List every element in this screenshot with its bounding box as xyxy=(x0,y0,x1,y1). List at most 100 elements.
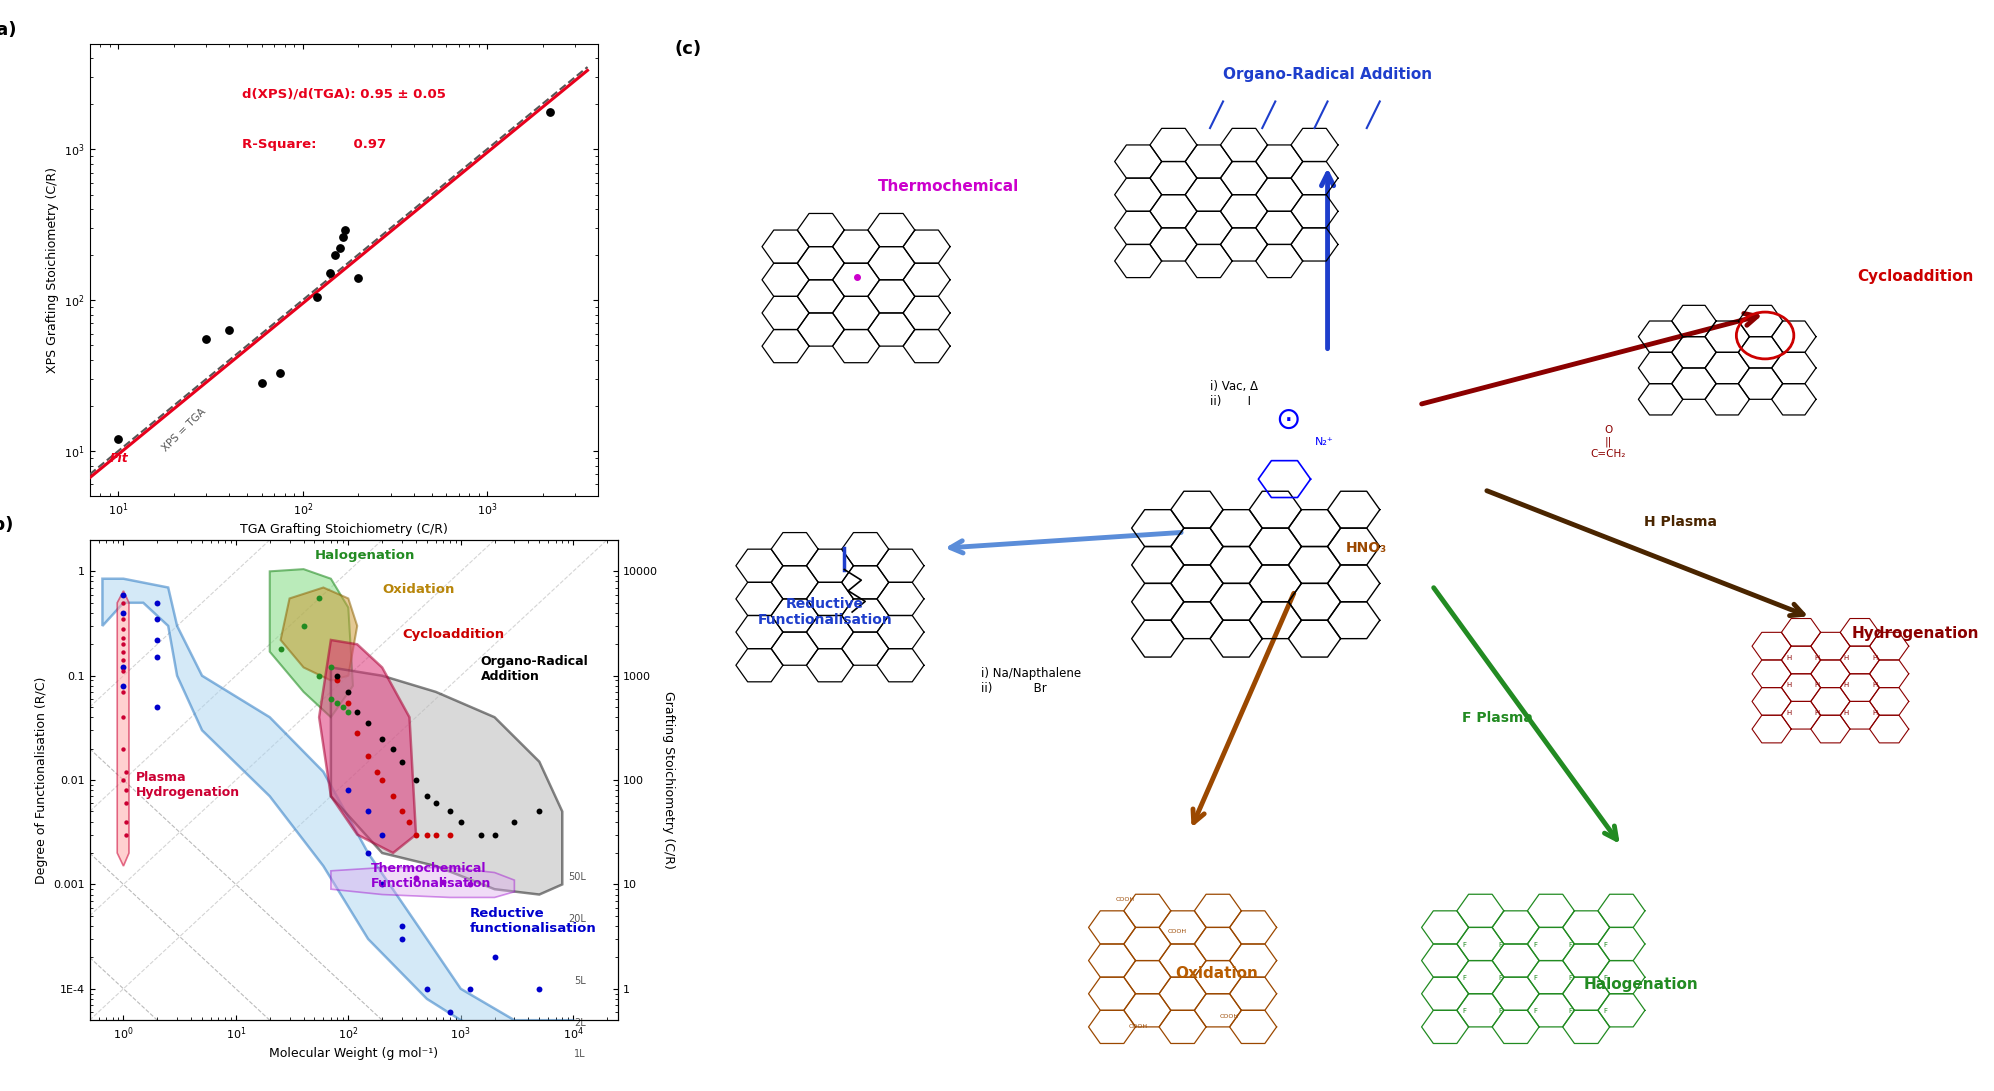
Text: (c): (c) xyxy=(674,39,702,58)
Text: COOH: COOH xyxy=(1115,897,1135,902)
Text: (a): (a) xyxy=(0,21,16,38)
Text: Halogenation: Halogenation xyxy=(1583,976,1699,992)
Point xyxy=(142,649,173,667)
Text: H: H xyxy=(1787,655,1791,661)
Point xyxy=(263,364,295,382)
Polygon shape xyxy=(319,640,417,853)
Point xyxy=(108,678,140,695)
Point xyxy=(361,763,393,780)
Point xyxy=(353,803,385,820)
Point xyxy=(455,876,487,894)
Point xyxy=(265,640,297,658)
Point xyxy=(321,694,353,711)
Text: COOH: COOH xyxy=(1168,928,1186,934)
Point xyxy=(522,803,554,820)
Text: H: H xyxy=(1815,655,1821,661)
Text: F: F xyxy=(1497,1008,1501,1014)
Point xyxy=(287,618,319,635)
Text: F: F xyxy=(1603,942,1607,948)
Point xyxy=(343,269,375,287)
Text: Oxidation: Oxidation xyxy=(1174,967,1258,981)
Point xyxy=(341,724,373,742)
Text: F: F xyxy=(1464,975,1468,981)
Text: O
||
C=CH₂: O || C=CH₂ xyxy=(1591,425,1625,458)
Text: H: H xyxy=(1842,683,1848,688)
Point xyxy=(321,672,353,690)
Point xyxy=(301,288,333,305)
Text: H Plasma: H Plasma xyxy=(1643,515,1717,529)
Text: (b): (b) xyxy=(0,516,14,535)
Point xyxy=(325,240,357,257)
Text: F: F xyxy=(1569,1008,1573,1014)
Text: F Plasma: F Plasma xyxy=(1462,711,1533,726)
Polygon shape xyxy=(102,578,592,1062)
Y-axis label: Grafting Stoichiometry (C/R): Grafting Stoichiometry (C/R) xyxy=(662,691,674,870)
Point xyxy=(108,586,140,603)
Point xyxy=(313,265,345,283)
Text: H: H xyxy=(1872,710,1878,716)
Point xyxy=(110,781,142,799)
Text: F: F xyxy=(1569,975,1573,981)
Text: i) Na/Napthalene
ii)           Br: i) Na/Napthalene ii) Br xyxy=(981,668,1081,695)
Point xyxy=(367,771,399,789)
Polygon shape xyxy=(118,591,130,866)
Text: N₂⁺: N₂⁺ xyxy=(1314,436,1334,447)
Point xyxy=(319,245,351,263)
Text: Reductive
Functionalisation: Reductive Functionalisation xyxy=(758,597,891,627)
Point xyxy=(353,747,385,765)
Text: F: F xyxy=(1497,942,1501,948)
Text: H: H xyxy=(1787,710,1791,716)
Text: F: F xyxy=(1533,942,1537,948)
Point xyxy=(465,826,497,843)
Point xyxy=(321,667,353,684)
Point xyxy=(108,651,140,669)
Point xyxy=(353,715,385,732)
Point xyxy=(479,949,510,967)
Point xyxy=(110,826,142,843)
Polygon shape xyxy=(331,867,514,898)
Point xyxy=(556,1053,588,1070)
X-axis label: Molecular Weight (g mol⁻¹): Molecular Weight (g mol⁻¹) xyxy=(269,1047,439,1060)
Point xyxy=(108,621,140,638)
Point xyxy=(367,876,399,894)
Text: H: H xyxy=(1842,710,1848,716)
Point xyxy=(393,813,425,830)
Point xyxy=(411,980,443,997)
Point xyxy=(108,604,140,622)
Point xyxy=(189,331,221,348)
Text: Fit: Fit xyxy=(110,452,128,465)
Point xyxy=(333,694,365,711)
Point xyxy=(142,632,173,649)
Point xyxy=(303,667,335,684)
Text: H: H xyxy=(1842,655,1848,661)
Point xyxy=(108,643,140,660)
Point xyxy=(377,788,409,805)
Point xyxy=(315,659,347,676)
Point xyxy=(435,803,467,820)
Point xyxy=(108,630,140,647)
Text: F: F xyxy=(1569,942,1573,948)
Text: i) Vac, Δ
ii)       I: i) Vac, Δ ii) I xyxy=(1210,380,1258,408)
Text: 20L: 20L xyxy=(568,913,586,924)
Point xyxy=(522,980,554,997)
Text: F: F xyxy=(1533,975,1537,981)
Point xyxy=(108,662,140,680)
Text: d(XPS)/d(TGA): 0.95 ± 0.05: d(XPS)/d(TGA): 0.95 ± 0.05 xyxy=(241,88,447,101)
Text: Organo-Radical
Addition: Organo-Radical Addition xyxy=(481,656,588,683)
Point xyxy=(108,659,140,676)
Point xyxy=(245,375,277,393)
Point xyxy=(333,683,365,700)
Text: H: H xyxy=(1815,710,1821,716)
Text: XPS = TGA: XPS = TGA xyxy=(162,406,207,453)
Point xyxy=(315,691,347,708)
Point xyxy=(108,708,140,726)
Point xyxy=(102,430,134,447)
Point xyxy=(142,698,173,716)
Point xyxy=(411,788,443,805)
Point xyxy=(498,813,530,830)
Text: Plasma
Hydrogenation: Plasma Hydrogenation xyxy=(136,771,241,800)
Text: 5L: 5L xyxy=(574,976,586,986)
Point xyxy=(455,980,487,997)
Polygon shape xyxy=(269,570,353,717)
Text: H: H xyxy=(1787,683,1791,688)
